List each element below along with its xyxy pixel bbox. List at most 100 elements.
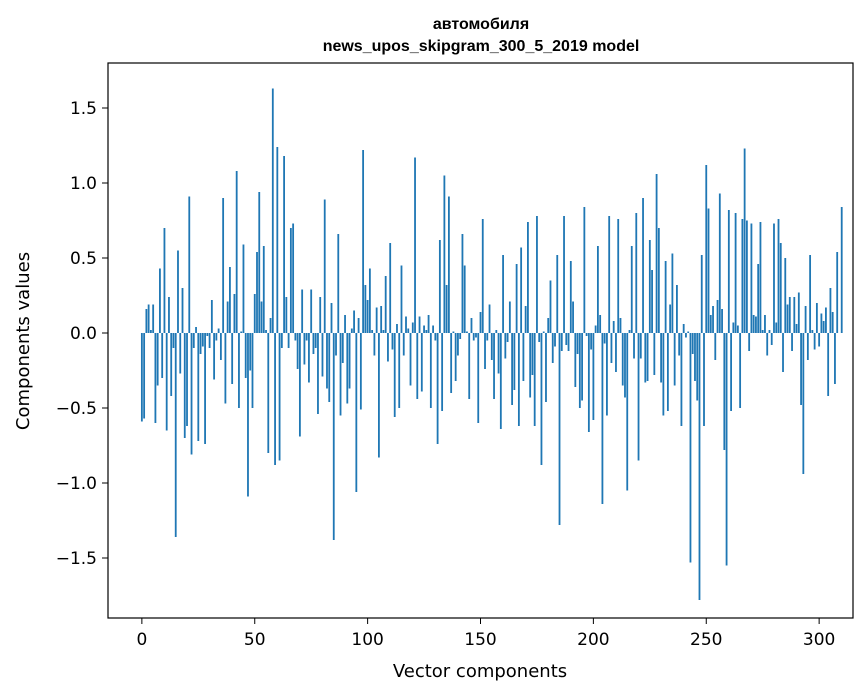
bar-11 bbox=[165, 333, 168, 431]
bar-52 bbox=[258, 192, 261, 333]
bar-192 bbox=[574, 333, 577, 387]
bar-214 bbox=[624, 333, 626, 398]
bar-77 bbox=[314, 333, 317, 348]
bar-236 bbox=[673, 333, 676, 386]
bar-232 bbox=[664, 261, 667, 333]
bar-64 bbox=[285, 297, 288, 333]
bar-223 bbox=[644, 333, 647, 383]
bar-230 bbox=[660, 333, 663, 383]
bar-267 bbox=[743, 148, 746, 333]
bar-146 bbox=[470, 318, 473, 333]
bar-97 bbox=[359, 333, 362, 410]
bar-145 bbox=[468, 333, 471, 399]
bar-62 bbox=[280, 333, 283, 348]
bar-88 bbox=[339, 333, 342, 416]
bar-169 bbox=[522, 333, 525, 381]
bar-234 bbox=[669, 304, 672, 333]
bar-31 bbox=[210, 300, 213, 333]
bar-57 bbox=[269, 318, 272, 333]
bar-266 bbox=[741, 219, 744, 333]
bar-49 bbox=[251, 333, 254, 408]
bar-125 bbox=[423, 325, 425, 333]
y-tick-label-6: 1.5 bbox=[70, 99, 97, 119]
bar-241 bbox=[685, 333, 687, 338]
bar-108 bbox=[384, 276, 387, 333]
bar-53 bbox=[260, 301, 263, 333]
bar-209 bbox=[612, 321, 615, 333]
bar-249 bbox=[703, 333, 705, 426]
bar-268 bbox=[745, 220, 748, 333]
bar-21 bbox=[188, 196, 191, 333]
bar-76 bbox=[312, 333, 315, 354]
bar-139 bbox=[454, 333, 457, 381]
bar-166 bbox=[515, 264, 518, 333]
bar-104 bbox=[375, 307, 378, 333]
bar-129 bbox=[432, 325, 434, 333]
bar-141 bbox=[459, 333, 462, 339]
bar-37 bbox=[224, 333, 227, 404]
bar-60 bbox=[276, 147, 279, 333]
bar-170 bbox=[524, 306, 527, 333]
bar-40 bbox=[231, 333, 234, 384]
bar-98 bbox=[362, 150, 365, 333]
bar-95 bbox=[355, 333, 358, 492]
bar-244 bbox=[691, 333, 694, 354]
bar-71 bbox=[301, 289, 304, 333]
bar-78 bbox=[317, 333, 319, 414]
bar-211 bbox=[617, 219, 620, 333]
bar-106 bbox=[380, 306, 383, 333]
bar-162 bbox=[506, 333, 509, 342]
bar-178 bbox=[542, 331, 545, 333]
bar-269 bbox=[748, 333, 751, 351]
bar-164 bbox=[511, 333, 514, 405]
bar-36 bbox=[222, 198, 225, 333]
bar-307 bbox=[834, 333, 836, 384]
bar-218 bbox=[633, 333, 635, 359]
bar-70 bbox=[298, 333, 301, 437]
bar-96 bbox=[357, 318, 360, 333]
bar-94 bbox=[353, 310, 355, 333]
chart-subtitle: news_upos_skipgram_300_5_2019 model bbox=[323, 38, 640, 55]
bar-127 bbox=[427, 315, 430, 333]
bar-15 bbox=[174, 333, 177, 537]
bar-308 bbox=[836, 252, 839, 333]
bar-74 bbox=[308, 333, 310, 383]
bar-246 bbox=[696, 333, 699, 401]
y-tick-label-2: −0.5 bbox=[56, 399, 97, 419]
bar-91 bbox=[346, 333, 349, 404]
bar-2 bbox=[145, 309, 148, 333]
bar-156 bbox=[493, 333, 495, 399]
bar-25 bbox=[197, 333, 200, 441]
x-tick-label-250: 250 bbox=[690, 630, 722, 650]
bar-243 bbox=[689, 333, 692, 563]
bar-282 bbox=[777, 219, 780, 333]
bar-5 bbox=[152, 304, 155, 333]
bar-159 bbox=[499, 333, 502, 429]
bar-112 bbox=[393, 333, 396, 417]
bar-201 bbox=[594, 325, 597, 333]
bar-299 bbox=[815, 303, 818, 333]
bar-281 bbox=[775, 322, 778, 333]
bar-270 bbox=[750, 223, 753, 333]
bar-46 bbox=[244, 333, 247, 378]
bar-212 bbox=[619, 318, 622, 333]
bar-198 bbox=[587, 333, 590, 432]
bar-150 bbox=[479, 312, 482, 333]
bar-0 bbox=[140, 333, 143, 422]
x-tick-label-0: 0 bbox=[136, 630, 147, 650]
bar-168 bbox=[520, 247, 523, 333]
bar-208 bbox=[610, 333, 613, 363]
bar-28 bbox=[204, 333, 206, 444]
bar-228 bbox=[655, 174, 658, 333]
bar-181 bbox=[549, 280, 552, 333]
bar-34 bbox=[217, 328, 220, 333]
bar-207 bbox=[608, 216, 611, 333]
bar-252 bbox=[709, 315, 712, 333]
bar-206 bbox=[606, 333, 608, 416]
bar-179 bbox=[545, 333, 547, 402]
bar-18 bbox=[181, 288, 184, 333]
bar-238 bbox=[678, 333, 681, 356]
bar-275 bbox=[761, 330, 764, 333]
bar-291 bbox=[797, 292, 800, 333]
bar-193 bbox=[576, 333, 579, 354]
